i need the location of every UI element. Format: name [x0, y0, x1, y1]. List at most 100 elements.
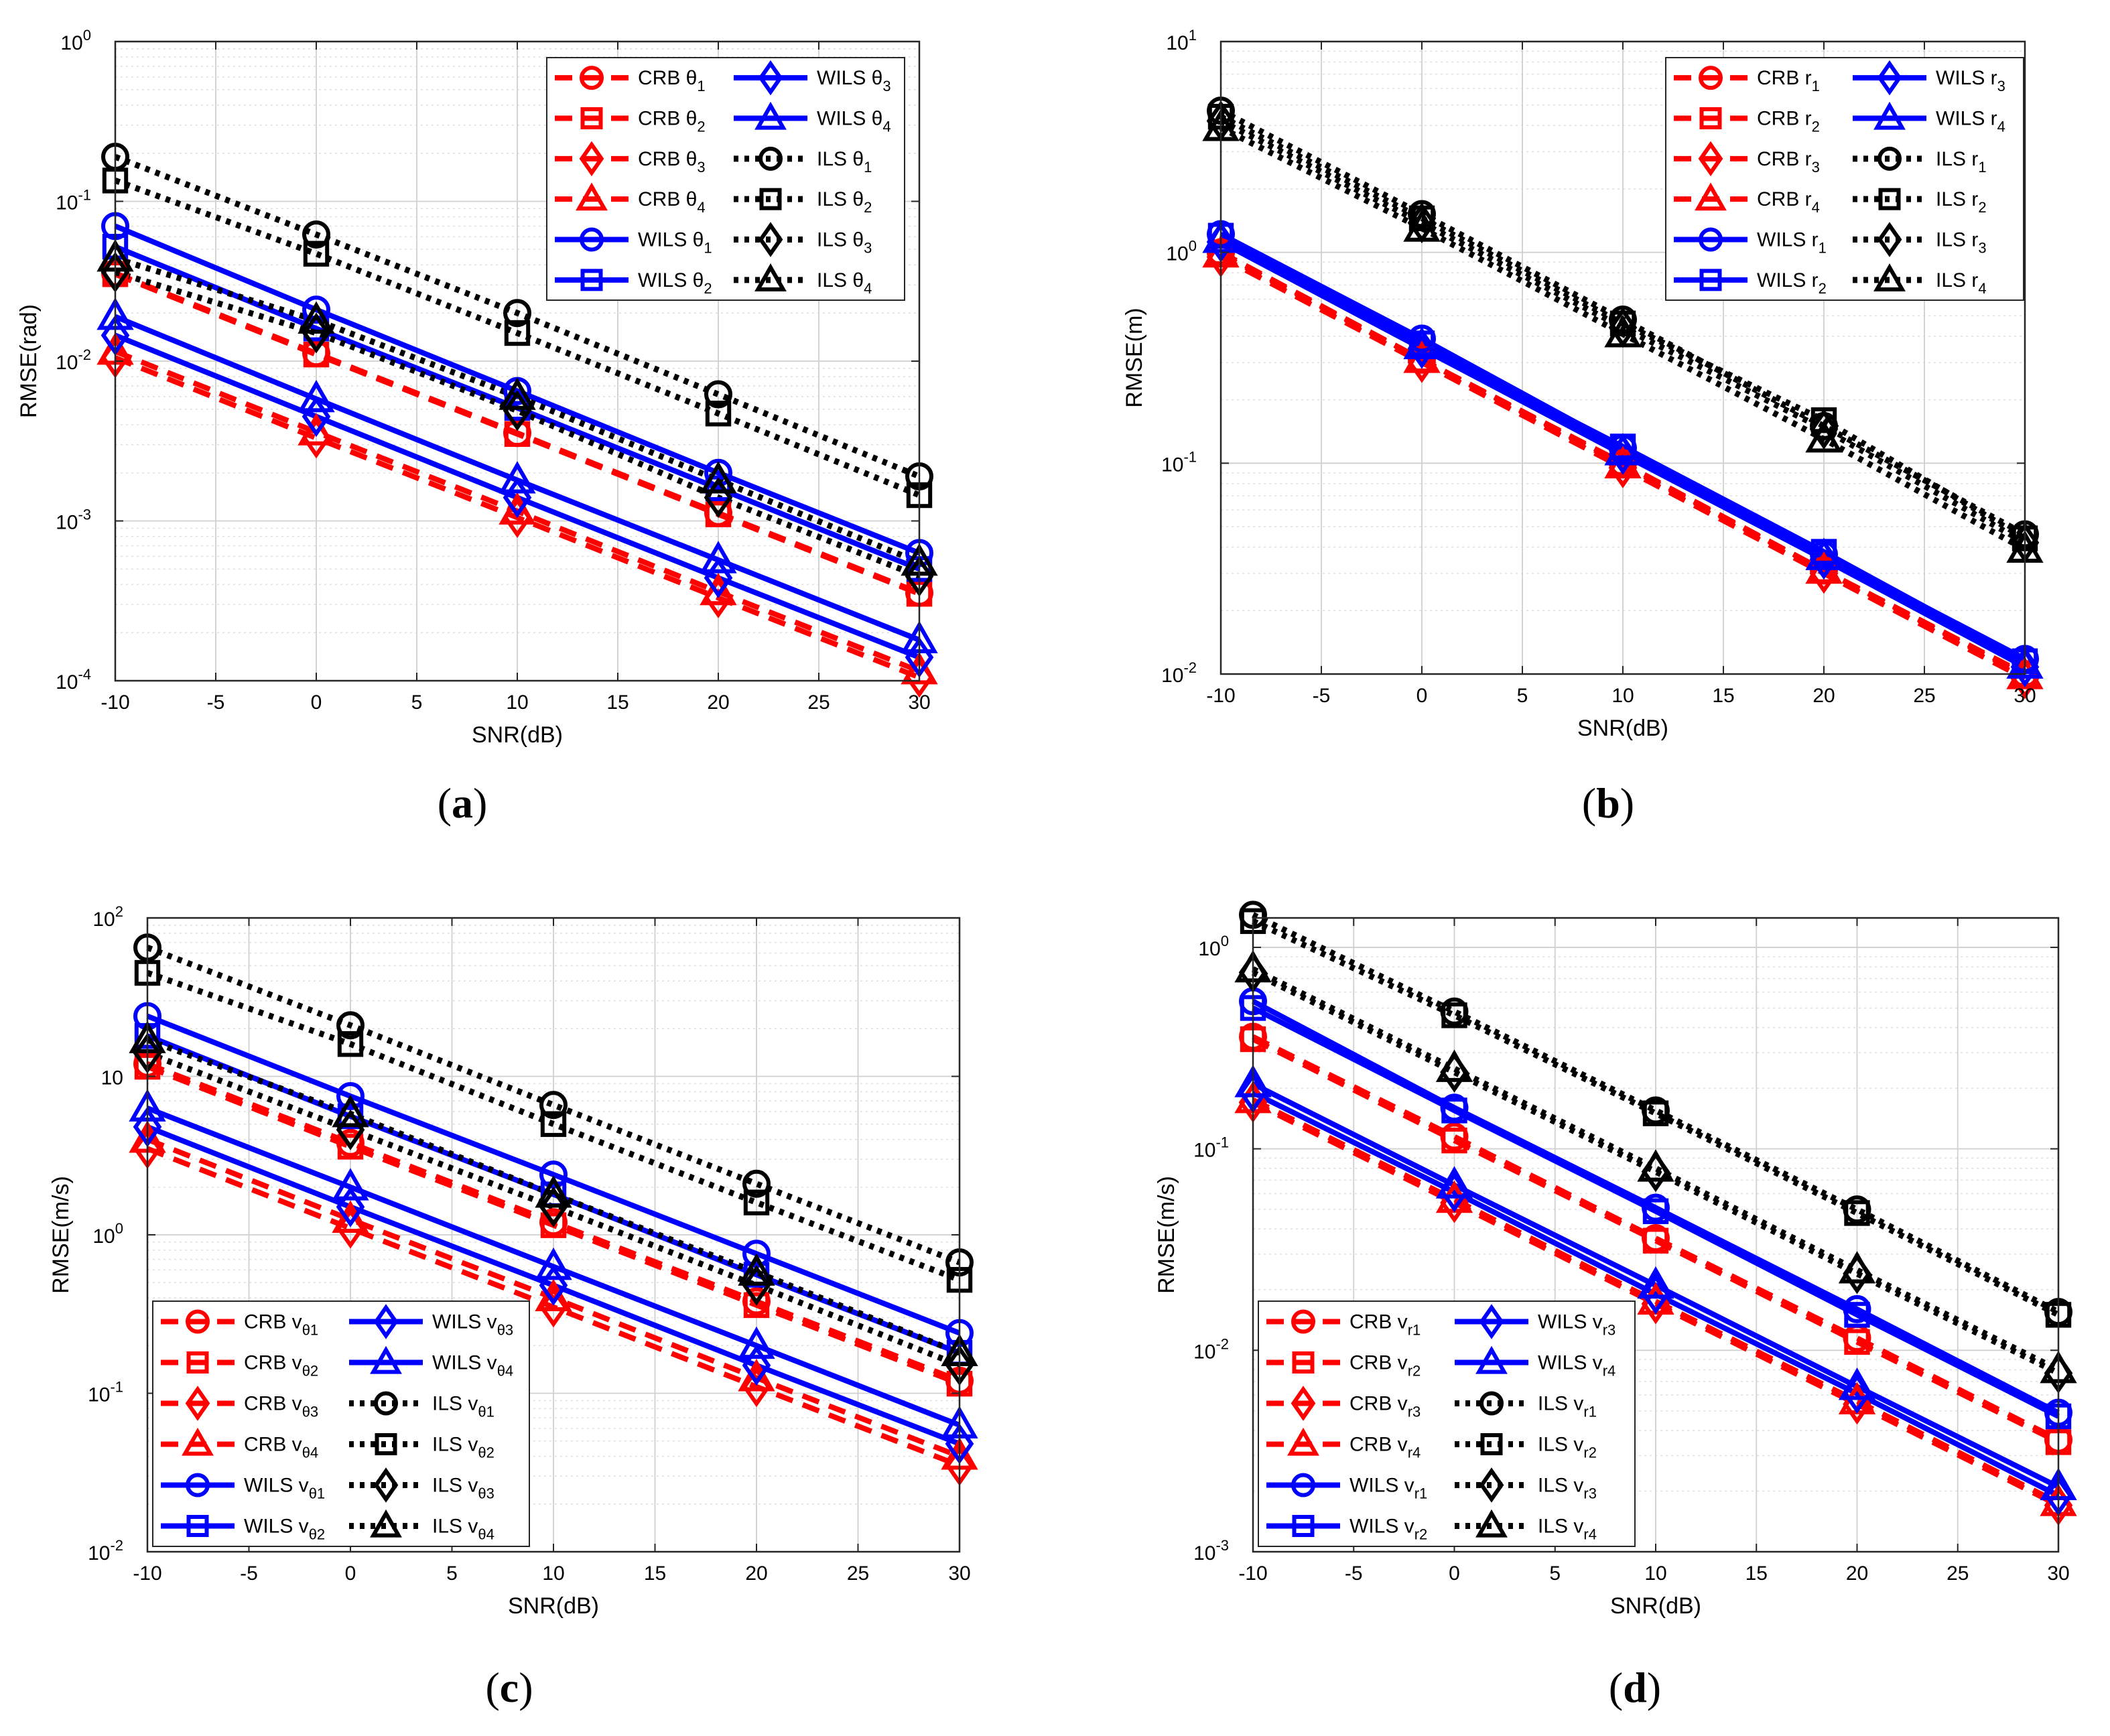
legend-entry-label: CRB r3: [1757, 148, 1820, 176]
panel-caption: (c): [485, 1664, 533, 1711]
series-line-wils-2: [1252, 1005, 2060, 1419]
data-point-crb-square: [540, 1212, 567, 1238]
series-line-ils-3: [114, 269, 921, 580]
legend-entry-label: WILS vθ3: [432, 1311, 513, 1339]
x-tick-label: 30: [948, 1562, 970, 1585]
data-point-ils-circle: [742, 1169, 771, 1198]
legend-entry-label: CRB vθ4: [244, 1434, 318, 1461]
legend-entry-label: CRB r1: [1757, 67, 1820, 94]
data-point-ils-triangle: [1403, 209, 1441, 242]
legend-marker-square: [580, 107, 603, 129]
legend-entry-label: ILS vθ2: [432, 1434, 494, 1461]
data-point-ils-triangle: [1604, 314, 1642, 348]
data-point-crb-triangle: [901, 651, 938, 685]
legend-marker-square: [375, 1433, 397, 1455]
legend-entry-label: WILS vθ4: [432, 1352, 513, 1380]
legend-entry-label: CRB θ2: [638, 108, 706, 135]
legend-entry-label: WILS θ1: [638, 229, 712, 257]
x-tick-label: 20: [1812, 685, 1835, 707]
legend-entry-label: ILS vθ3: [432, 1475, 494, 1502]
data-point-ils-circle: [503, 299, 531, 328]
legend-entry-label: ILS vθ1: [432, 1393, 494, 1420]
series-line-wils-2: [146, 1033, 961, 1355]
data-point-wils-square: [1642, 1198, 1669, 1224]
legend-entry-label: WILS vθ2: [244, 1516, 325, 1543]
data-point-ils-triangle: [1805, 419, 1843, 453]
legend-entry-label: CRB vθ2: [244, 1352, 318, 1380]
x-tick-label: 5: [1549, 1562, 1561, 1585]
data-point-wils-triangle: [298, 379, 335, 413]
x-tick-label: 0: [311, 691, 322, 714]
series-line-crb-4: [146, 1136, 961, 1459]
legend-entry-label: CRB vr2: [1349, 1352, 1421, 1380]
data-point-crb-triangle: [332, 1200, 369, 1233]
legend-marker-diamond: [1877, 222, 1902, 257]
legend-marker-circle: [374, 1391, 398, 1416]
x-tick-label: -5: [1313, 685, 1331, 707]
legend-marker-diamond: [1479, 1304, 1504, 1339]
y-axis-label: RMSE(m): [1122, 308, 1147, 407]
legend-marker-circle: [1291, 1473, 1315, 1497]
panel-caption: (a): [438, 779, 488, 827]
legend-entry-label: CRB vr4: [1349, 1434, 1421, 1461]
x-tick-label: -10: [101, 691, 129, 714]
legend-entry-label: ILS vr1: [1538, 1393, 1597, 1420]
legend-marker-triangle: [1475, 1509, 1508, 1538]
legend-box: [1258, 1300, 1636, 1547]
legend-marker-square: [1878, 188, 1901, 210]
x-tick-label: 20: [745, 1562, 767, 1585]
legend: CRB vθ1 CRB vθ2 CRB vθ3 CRB vθ4 WILS vθ1 WILS…: [152, 1300, 530, 1547]
x-tick-label: -5: [240, 1562, 258, 1585]
legend-entry-label: WILS vr2: [1349, 1516, 1427, 1543]
x-tick-label: 5: [1517, 685, 1528, 707]
data-point-crb-triangle: [738, 1359, 775, 1392]
series-line-ils-2: [114, 178, 921, 498]
data-point-ils-triangle: [738, 1253, 775, 1286]
legend-marker-square: [1699, 269, 1722, 291]
data-point-wils-triangle: [700, 541, 737, 574]
data-point-ils-square: [504, 320, 531, 346]
data-point-crb-square: [303, 341, 330, 368]
x-tick-label: 10: [1611, 685, 1634, 707]
legend-entry-label: ILS vr3: [1538, 1475, 1597, 1502]
x-tick-label: 30: [2014, 685, 2036, 707]
data-point-ils-square: [1844, 1200, 1870, 1226]
legend-entry-label: WILS θ2: [638, 269, 712, 297]
data-point-wils-triangle: [1838, 1367, 1876, 1400]
series-line-crb-3: [146, 1146, 961, 1469]
legend-entry-label: CRB vθ1: [244, 1311, 318, 1339]
legend-marker-diamond: [185, 1386, 210, 1421]
data-point-ils-square: [1441, 1002, 1467, 1028]
x-tick-label: 30: [2047, 1562, 2069, 1585]
legend-entry-label: ILS θ3: [817, 229, 872, 257]
legend-marker-square: [1292, 1351, 1315, 1374]
legend-marker-circle: [1291, 1309, 1315, 1334]
x-tick-label: -10: [1238, 1562, 1267, 1585]
x-tick-label: 5: [411, 691, 423, 714]
legend-marker-triangle: [370, 1509, 402, 1538]
y-tick-label: 10-1: [1193, 1134, 1229, 1162]
y-tick-label: 100: [60, 27, 91, 54]
data-point-wils-circle: [336, 1082, 365, 1111]
x-tick-label: 25: [847, 1562, 869, 1585]
x-tick-label: 5: [446, 1562, 458, 1585]
legend-marker-circle: [1699, 227, 1723, 252]
legend-marker-triangle: [182, 1427, 214, 1456]
legend-marker-diamond: [373, 1304, 399, 1339]
series-line-ils-4: [114, 255, 921, 565]
legend-box: [152, 1300, 530, 1547]
chart-panel-d: -10 -5 0 5 10 15 20 25 30 10-3 10-2 10-1 100 SNR(dB) R…: [1154, 900, 2077, 1619]
data-point-ils-triangle: [1838, 1251, 1876, 1284]
series-line-ils-3: [1219, 118, 2027, 545]
x-tick-label: 10: [506, 691, 528, 714]
legend-marker-triangle: [1287, 1427, 1319, 1456]
x-tick-label: 25: [1947, 1562, 1969, 1585]
legend-marker-diamond: [579, 141, 604, 177]
x-tick-label: 20: [707, 691, 729, 714]
series-line-crb-4: [1252, 1097, 2060, 1506]
legend-entry-label: WILS θ4: [817, 108, 891, 135]
y-tick-label: 102: [92, 903, 123, 931]
x-tick-label: 15: [1745, 1562, 1768, 1585]
legend-marker-diamond: [1698, 141, 1723, 177]
